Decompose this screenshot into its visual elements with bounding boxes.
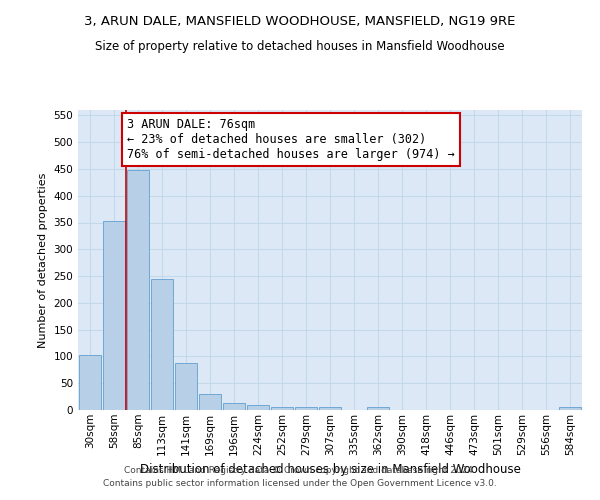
Text: Size of property relative to detached houses in Mansfield Woodhouse: Size of property relative to detached ho… [95,40,505,53]
Bar [79,355,101,410]
Bar [559,408,581,410]
X-axis label: Distribution of detached houses by size in Mansfield Woodhouse: Distribution of detached houses by size … [140,463,520,476]
Bar [151,279,173,410]
Bar [247,405,269,410]
Bar [319,408,341,410]
Bar [271,408,293,410]
Bar [295,408,317,410]
Bar [175,363,197,410]
Bar [103,221,125,410]
Bar [199,394,221,410]
Text: 3, ARUN DALE, MANSFIELD WOODHOUSE, MANSFIELD, NG19 9RE: 3, ARUN DALE, MANSFIELD WOODHOUSE, MANSF… [85,15,515,28]
Y-axis label: Number of detached properties: Number of detached properties [38,172,48,348]
Bar [127,170,149,410]
Bar [223,402,245,410]
Text: 3 ARUN DALE: 76sqm
← 23% of detached houses are smaller (302)
76% of semi-detach: 3 ARUN DALE: 76sqm ← 23% of detached hou… [127,118,455,161]
Text: Contains HM Land Registry data © Crown copyright and database right 2024.
Contai: Contains HM Land Registry data © Crown c… [103,466,497,487]
Bar [367,407,389,410]
